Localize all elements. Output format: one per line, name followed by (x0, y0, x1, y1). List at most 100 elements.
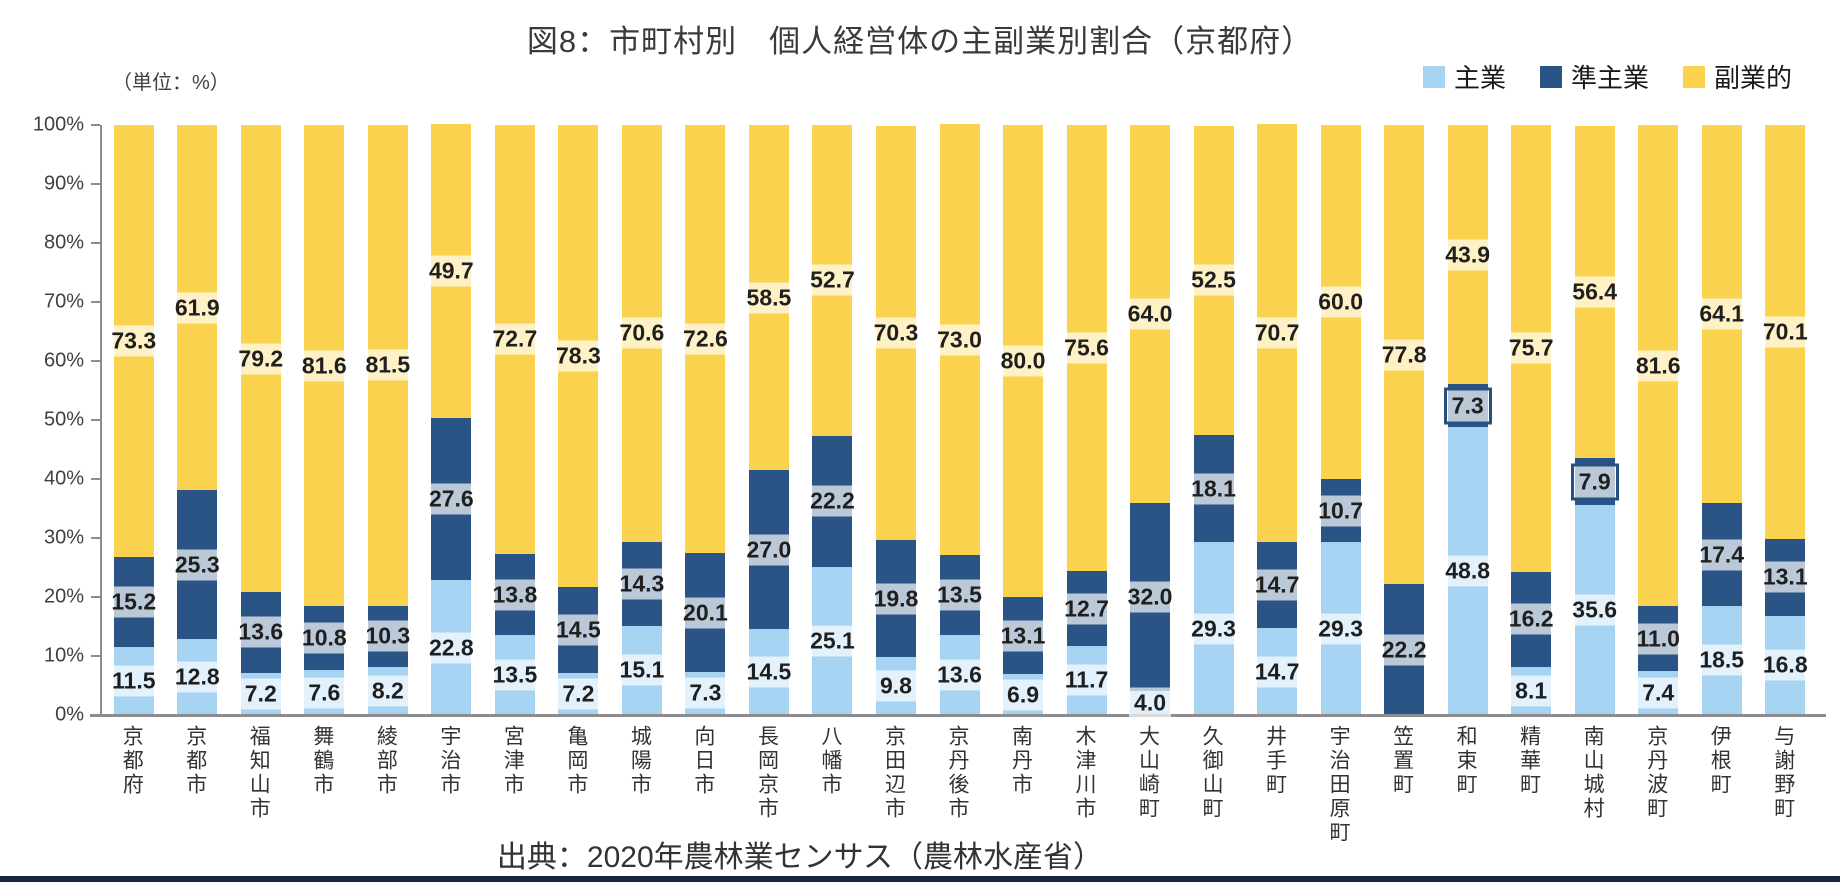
data-label-副業的: 77.8 (1376, 339, 1432, 370)
source-caption: 出典：2020年農林業センサス（農林水産省） (496, 841, 1104, 874)
x-axis-category-label: 南山城村 (1581, 725, 1605, 821)
x-axis-category-label: 八幡市 (818, 725, 842, 797)
data-label-副業的: 70.3 (868, 317, 924, 349)
data-label-主業: 16.8 (1757, 649, 1813, 681)
x-axis-category-label: 京都府 (120, 725, 144, 797)
y-axis-tick-label: 70% (43, 290, 84, 313)
data-label-準主業: 13.5 (932, 579, 987, 611)
data-label-副業的: 64.1 (1694, 298, 1750, 330)
data-label-主業: 13.6 (932, 659, 987, 691)
x-axis-category-label: 大山崎町 (1136, 725, 1160, 821)
data-label-副業的: 70.6 (614, 317, 670, 349)
x-axis-category-label: 宇治市 (437, 725, 461, 797)
data-label-副業的: 81.6 (296, 350, 352, 382)
legend-label: 副業的 (1713, 63, 1792, 93)
x-axis-category-label: 城陽市 (628, 725, 652, 797)
data-label-副業的: 43.9 (1440, 239, 1496, 270)
y-axis: 0% 10% 20% 30% 40% 50% 60% 70% 80% 90% 100% (0, 114, 100, 726)
x-axis-category-label: 伊根町 (1708, 725, 1732, 797)
data-label-準主業: 13.8 (487, 579, 543, 611)
x-axis-category-label: 久御山町 (1200, 725, 1224, 821)
y-axis-tick (91, 360, 100, 362)
data-label-準主業: 27.6 (423, 483, 479, 515)
y-axis-tick-label: 50% (43, 408, 84, 431)
data-label-副業的: 79.2 (233, 343, 289, 375)
bar-伊根町 (1701, 125, 1742, 715)
x-axis-category-label: 綾部市 (374, 725, 398, 797)
legend-swatch-icon (1539, 65, 1562, 88)
x-axis-category-label: 南丹市 (1009, 725, 1033, 797)
data-label-準主業: 10.8 (296, 622, 352, 654)
y-axis-tick-label: 80% (43, 231, 84, 254)
data-label-主業: 29.3 (1313, 613, 1368, 645)
data-label-準主業: 13.1 (995, 620, 1051, 652)
legend-item-準主業: 準主業 (1539, 58, 1649, 95)
data-label-副業的: 60.0 (1313, 286, 1368, 318)
x-axis-category-label: 長岡京市 (755, 725, 779, 821)
bar-宇治市 (431, 124, 472, 715)
data-label-副業的: 64.0 (1122, 298, 1178, 330)
data-label-主業: 35.6 (1567, 594, 1623, 626)
bar-長岡京市 (748, 125, 789, 715)
bar-宮津市 (494, 125, 535, 715)
data-label-準主業: 27.0 (741, 534, 797, 566)
data-label-副業的: 58.5 (741, 282, 797, 314)
x-axis-category-label: 京丹後市 (946, 725, 969, 821)
data-label-準主業: 14.5 (550, 614, 606, 646)
data-label-準主業: 17.4 (1694, 539, 1750, 571)
data-label-準主業: 7.3 (1443, 387, 1492, 425)
y-axis-tick-label: 40% (43, 467, 84, 490)
data-label-主業: 7.3 (684, 677, 727, 709)
y-axis-tick (91, 242, 100, 244)
y-axis-tick (91, 124, 100, 126)
data-label-副業的: 56.4 (1567, 276, 1623, 308)
legend: 主業 準主業 副業的 (1422, 58, 1792, 95)
data-label-準主業: 22.2 (1376, 634, 1432, 665)
data-label-副業的: 52.7 (805, 264, 860, 296)
legend-item-副業的: 副業的 (1682, 58, 1792, 95)
y-axis-tick (91, 419, 100, 421)
data-label-主業: 11.5 (107, 665, 161, 697)
data-label-主業: 8.2 (366, 675, 409, 707)
data-label-準主業: 22.2 (805, 485, 860, 517)
y-axis-tick-label: 100% (32, 113, 84, 136)
data-label-主業: 48.8 (1440, 555, 1496, 587)
data-label-主業: 4.0 (1129, 687, 1172, 719)
x-axis-category-label: 宇治田原町 (1327, 725, 1351, 845)
y-axis-tick-label: 60% (43, 349, 84, 372)
x-axis-category-label: 笠置町 (1390, 725, 1414, 797)
footer-divider (0, 876, 1840, 882)
bar-南山城村 (1574, 125, 1615, 715)
bar-京都府 (113, 125, 154, 715)
x-axis-category-label: 京田辺市 (882, 725, 906, 821)
data-label-主業: 6.9 (1002, 679, 1045, 711)
x-axis-category-label: 京丹波町 (1644, 725, 1668, 821)
bar-京田辺市 (875, 125, 916, 715)
data-label-主業: 22.8 (423, 632, 479, 664)
data-label-副業的: 75.6 (1059, 332, 1114, 364)
bar-城陽市 (621, 125, 662, 715)
data-label-準主業: 19.8 (868, 583, 924, 615)
y-axis-tick (91, 537, 100, 539)
data-label-主業: 7.6 (303, 677, 346, 709)
data-label-主業: 11.7 (1059, 664, 1114, 696)
data-label-副業的: 81.6 (1630, 350, 1686, 382)
data-label-準主業: 16.2 (1503, 603, 1559, 635)
data-label-副業的: 49.7 (423, 255, 479, 287)
data-label-副業的: 78.3 (550, 340, 606, 372)
data-label-主業: 7.2 (239, 678, 282, 710)
data-label-準主業: 12.7 (1059, 593, 1114, 624)
data-label-準主業: 7.9 (1570, 463, 1619, 501)
y-axis-tick (91, 478, 100, 480)
data-label-準主業: 11.0 (1631, 623, 1685, 655)
legend-item-主業: 主業 (1422, 58, 1506, 95)
x-axis-category-label: 向日市 (691, 725, 715, 797)
y-axis-tick-label: 0% (55, 703, 84, 726)
data-label-主業: 12.8 (169, 661, 225, 693)
data-label-準主業: 20.1 (678, 597, 733, 629)
data-label-準主業: 10.7 (1313, 495, 1368, 527)
data-label-副業的: 70.1 (1757, 316, 1813, 348)
data-label-準主業: 13.6 (233, 616, 289, 648)
data-label-準主業: 14.3 (614, 568, 670, 600)
